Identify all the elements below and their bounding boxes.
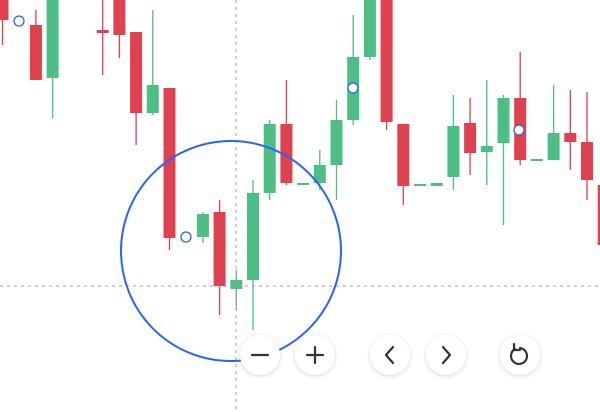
candle-body: [597, 185, 600, 245]
zoom-in-button[interactable]: [295, 335, 335, 375]
candle-body: [447, 126, 460, 177]
candle-body: [196, 214, 209, 237]
marker: [513, 124, 525, 136]
candle-body: [146, 85, 159, 113]
candle-body: [414, 184, 426, 186]
candle-body: [564, 133, 577, 142]
candle-body: [163, 88, 176, 238]
candle-body: [313, 165, 326, 183]
candle-body: [581, 142, 593, 180]
marker: [13, 15, 25, 27]
candle-body: [297, 183, 310, 185]
candle-body: [130, 32, 143, 113]
candle-body: [46, 0, 59, 78]
markers: [13, 15, 525, 243]
candle-body: [247, 193, 259, 280]
candle-body: [330, 120, 343, 165]
candle-body: [380, 0, 393, 122]
candles: [0, 0, 600, 330]
candle-body: [29, 25, 42, 80]
candle-body: [96, 30, 109, 33]
candle-body: [480, 146, 493, 152]
marker: [347, 82, 359, 94]
candle-body: [397, 124, 410, 186]
candle-body: [113, 0, 126, 35]
reset-button[interactable]: [500, 335, 540, 375]
candle-body: [0, 0, 9, 20]
marker: [180, 231, 192, 243]
scroll-right-button[interactable]: [426, 335, 466, 375]
candle-body: [230, 280, 243, 289]
candle-body: [213, 212, 226, 286]
candle-body: [530, 159, 543, 161]
drawing-circle: [120, 140, 342, 362]
zoom-out-button[interactable]: [240, 335, 280, 375]
candle-body: [263, 124, 276, 193]
scroll-left-button[interactable]: [370, 335, 410, 375]
candle-body: [363, 0, 376, 57]
candle-body: [497, 98, 510, 143]
candle-body: [547, 133, 560, 160]
candle-body: [464, 123, 477, 153]
candle-body: [280, 124, 293, 183]
candle-body: [430, 183, 443, 186]
